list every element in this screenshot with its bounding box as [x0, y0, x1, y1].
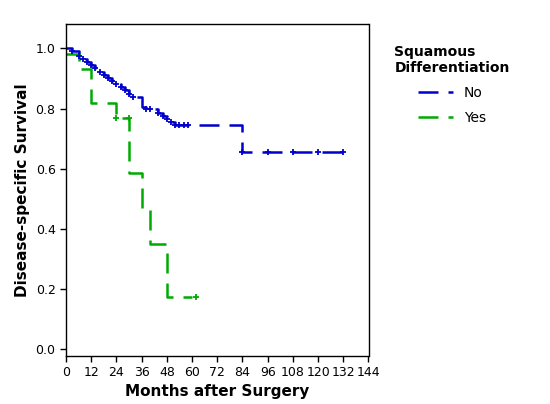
- Y-axis label: Disease-specific Survival: Disease-specific Survival: [15, 83, 30, 297]
- X-axis label: Months after Surgery: Months after Surgery: [125, 385, 310, 400]
- Legend: No, Yes: No, Yes: [388, 38, 517, 132]
